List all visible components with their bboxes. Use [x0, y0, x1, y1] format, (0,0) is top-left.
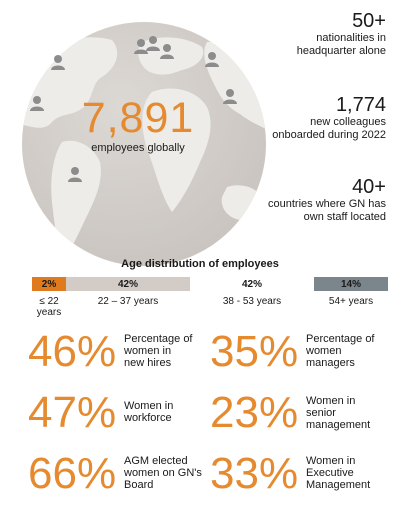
pct-label-line: AGM elected: [124, 455, 188, 467]
pct-label-line: Executive: [306, 467, 354, 479]
age-bar-under-22: 2%: [32, 277, 66, 291]
pct-label-line: senior: [306, 407, 336, 419]
stat-text: new colleagues: [310, 116, 386, 128]
stat-number: 40+: [352, 176, 386, 198]
globe-svg: [22, 22, 266, 266]
pct-label-line: women: [306, 345, 342, 357]
stat-new-colleagues: 1,774 new colleagues onboarded during 20…: [272, 94, 386, 142]
pct-label: Women in workforce: [124, 400, 214, 424]
person-icon: [223, 89, 237, 104]
pct-label: Women in senior management: [306, 395, 396, 431]
person-icons: [30, 36, 237, 182]
pct-label: Percentage of women in new hires: [124, 333, 214, 369]
pct-women-workforce: 47%: [28, 388, 117, 437]
stat-text: own staff located: [303, 211, 386, 223]
pct-label-line: Women in: [306, 455, 356, 467]
person-icon: [146, 36, 160, 51]
pct-label-line: Percentage of: [306, 333, 375, 345]
pct-label-line: new hires: [124, 357, 172, 369]
pct-label-line: Percentage of: [124, 333, 193, 345]
stat-nationalities: 50+ nationalities in headquarter alone: [297, 10, 386, 58]
pct-label-line: managers: [306, 357, 355, 369]
stat-text: countries where GN has: [268, 198, 386, 210]
age-range-label: 22 – 37 years: [97, 296, 159, 307]
pct-women-board: 66%: [28, 449, 117, 498]
pct-label-line: Board: [124, 479, 154, 491]
pct-label-line: women on GN's: [124, 467, 202, 479]
globe-illustration: [22, 22, 266, 266]
employee-count-label: employees globally: [91, 142, 185, 154]
pct-label: Percentage of women managers: [306, 333, 396, 369]
age-range-label: ≤ 22 years: [36, 296, 62, 318]
stat-number: 1,774: [335, 94, 386, 116]
pct-label-line: Women in: [306, 395, 356, 407]
person-icon: [51, 55, 65, 70]
employee-count: 7,891: [81, 94, 195, 142]
stat-text: headquarter alone: [296, 45, 386, 57]
age-bar-22-37: 42%: [66, 277, 190, 291]
age-range-label: 38 - 53 years: [222, 296, 282, 307]
pct-label-line: Management: [306, 479, 371, 491]
person-icon: [68, 167, 82, 182]
pct-label: Women in Executive Management: [306, 455, 396, 491]
person-icon: [160, 44, 174, 59]
pct-label-line: women in: [124, 345, 172, 357]
pct-label: AGM elected women on GN's Board: [124, 455, 214, 491]
pct-women-executive-management: 33%: [210, 449, 299, 498]
age-bar-54-plus: 14%: [314, 277, 388, 291]
stat-countries: 40+ countries where GN has own staff loc…: [268, 176, 386, 224]
pct-label-line: management: [306, 419, 371, 431]
stat-text: nationalities in: [316, 32, 386, 44]
stat-number: 50+: [352, 10, 386, 32]
pct-label-line: Women in: [124, 400, 174, 412]
pct-women-new-hires: 46%: [28, 327, 117, 376]
person-icon: [30, 96, 44, 111]
age-distribution-title: Age distribution of employees: [121, 258, 279, 270]
pct-label-line: workforce: [124, 412, 172, 424]
stat-text: onboarded during 2022: [272, 129, 386, 141]
pct-women-managers: 35%: [210, 327, 299, 376]
age-bar-38-53: 42%: [190, 277, 314, 291]
pct-women-senior-management: 23%: [210, 388, 299, 437]
person-icon: [134, 39, 148, 54]
age-range-label: 54+ years: [328, 296, 374, 307]
person-icon: [205, 52, 219, 67]
